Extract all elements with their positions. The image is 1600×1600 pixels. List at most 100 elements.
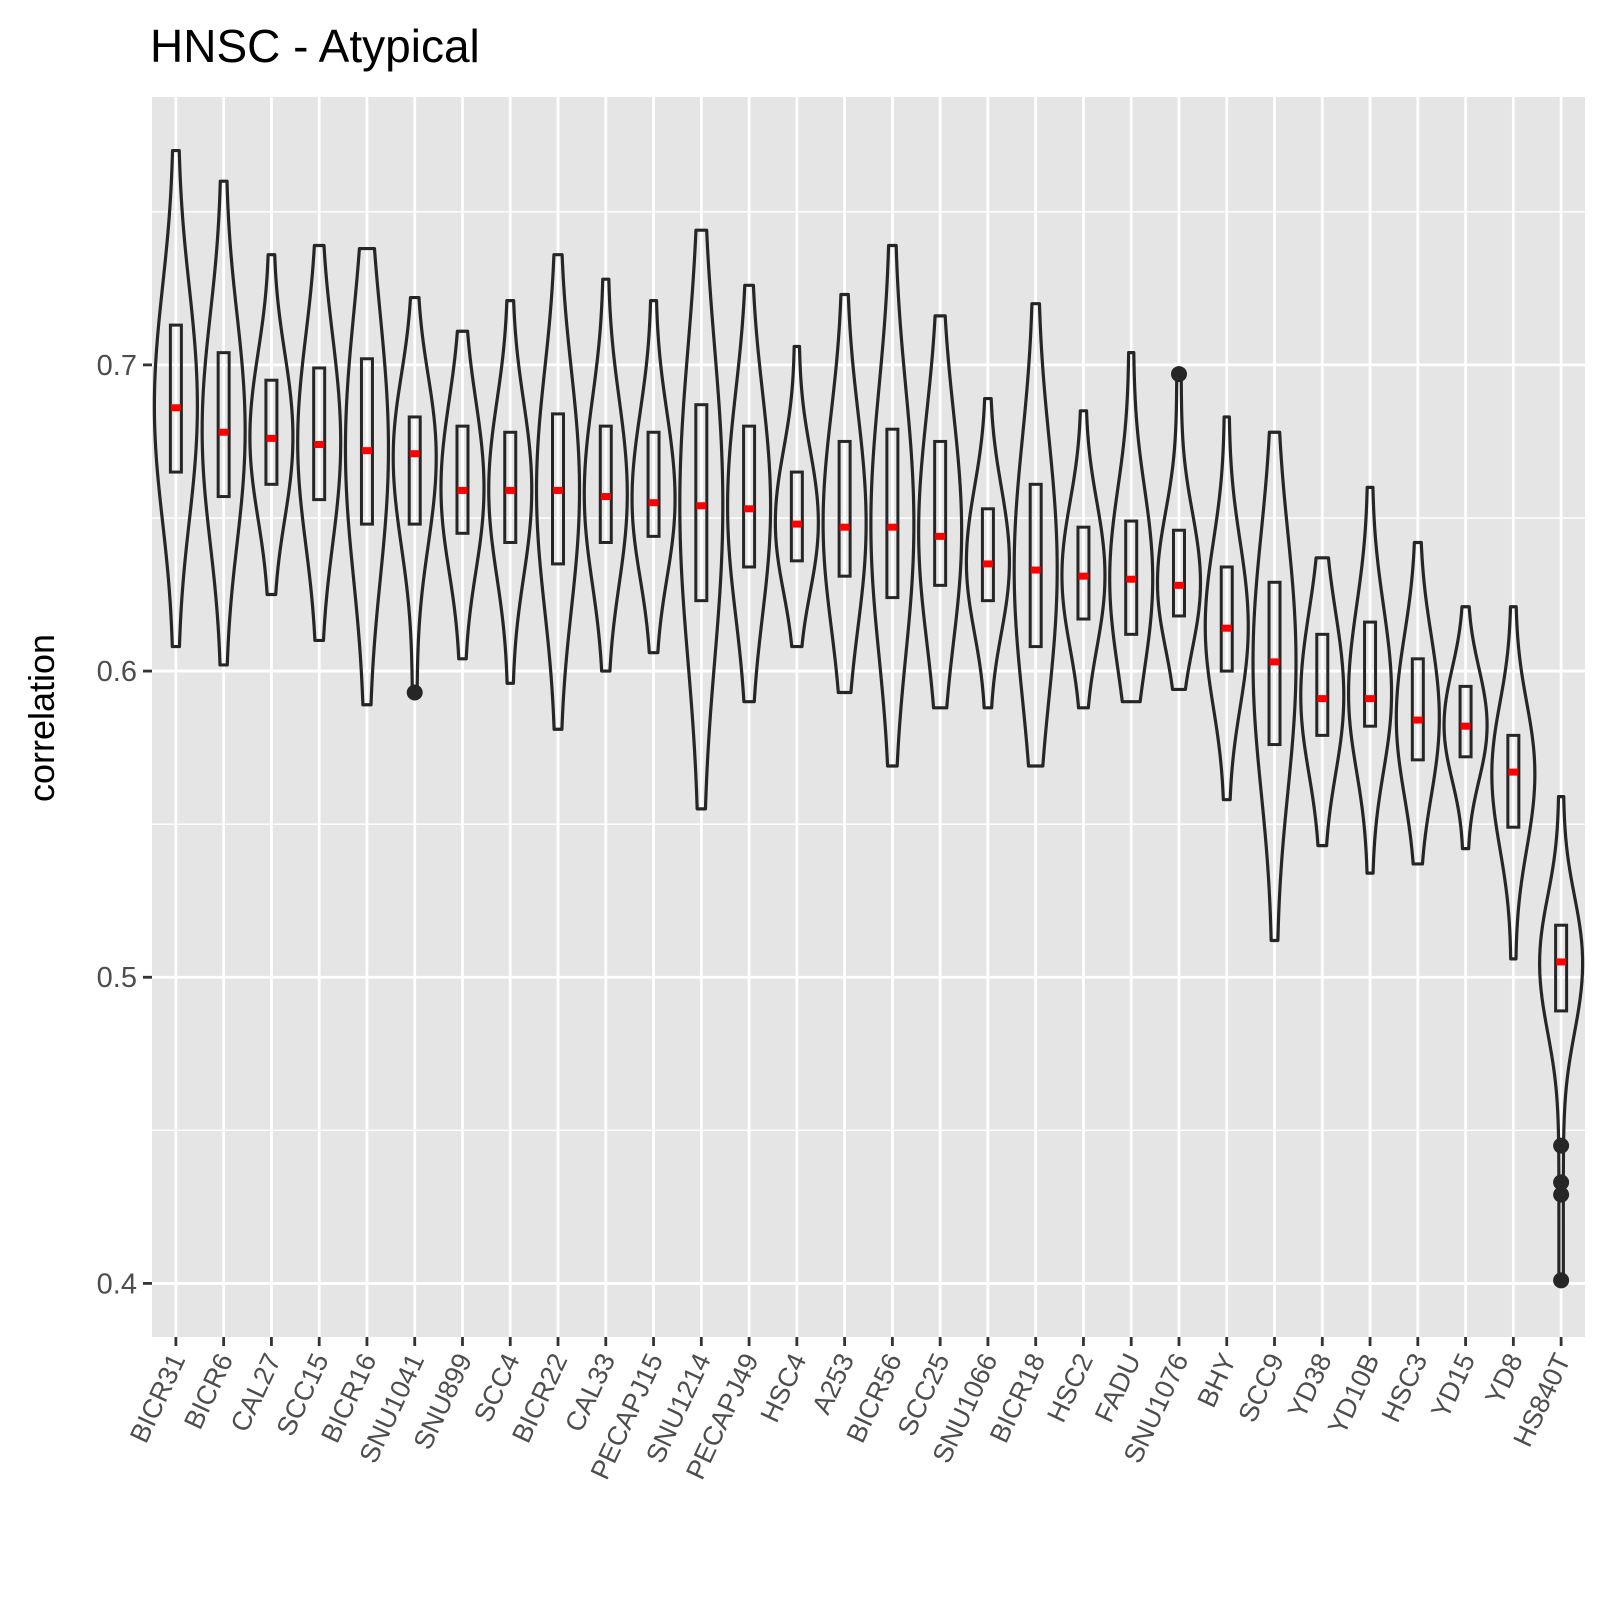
violin-BICR16 — [343, 246, 391, 707]
violin-A253 — [821, 292, 868, 695]
y-tick-label: 0.4 — [97, 1268, 137, 1300]
violin-SCC9 — [1251, 430, 1298, 943]
x-tick-label: YD15 — [1425, 1349, 1481, 1423]
median-marker — [170, 404, 181, 412]
iqr-box — [789, 470, 804, 563]
median-marker — [553, 486, 564, 494]
iqr-box — [1506, 733, 1521, 829]
iqr-box — [264, 378, 279, 486]
x-tick-label: HSC4 — [755, 1349, 813, 1427]
violin-YD38 — [1299, 556, 1346, 848]
iqr-box — [1458, 684, 1473, 759]
violin-outline — [200, 179, 247, 667]
iqr-box — [1219, 565, 1234, 673]
median-marker — [1508, 768, 1519, 776]
violin-outline — [391, 295, 438, 695]
violin-outline — [917, 314, 964, 710]
median-marker — [314, 441, 325, 449]
median-marker — [1460, 722, 1471, 730]
iqr-box — [1554, 923, 1569, 1013]
median-marker — [696, 502, 707, 510]
x-tick-label: HSC3 — [1376, 1349, 1434, 1427]
violin-YD15 — [1442, 605, 1489, 851]
y-tick-label: 0.5 — [97, 962, 137, 994]
violin-YD8 — [1490, 605, 1537, 961]
violin-outline — [152, 148, 199, 649]
violin-outline — [296, 243, 343, 643]
violin-outline — [1442, 605, 1489, 851]
x-axis: BICR31BICR6CAL27SCC15BICR16SNU1041SNU899… — [124, 1337, 1577, 1484]
violin-CAL27 — [248, 253, 295, 597]
iqr-box — [598, 424, 613, 544]
median-marker — [457, 486, 468, 494]
violin-YD10B — [1346, 485, 1394, 875]
violin-SCC15 — [296, 243, 343, 643]
x-tick-label: SCC9 — [1232, 1349, 1290, 1427]
median-marker — [1126, 575, 1137, 583]
iqr-box — [312, 366, 327, 502]
iqr-box — [1267, 580, 1282, 747]
median-marker — [839, 523, 850, 531]
median-marker — [744, 505, 755, 513]
iqr-box — [742, 424, 757, 569]
iqr-box — [837, 439, 852, 578]
violin-outline — [534, 253, 582, 731]
violin-outline — [821, 292, 868, 695]
violin-outline — [582, 277, 629, 673]
median-marker — [982, 560, 993, 568]
iqr-box — [216, 351, 231, 499]
violin-outline — [1394, 540, 1441, 866]
y-axis-label: correlation — [21, 634, 62, 802]
violin-outline — [630, 299, 677, 655]
violin-outline — [1299, 556, 1346, 848]
x-tick-label: BICR31 — [124, 1349, 191, 1447]
median-marker — [409, 450, 420, 458]
outlier-point — [406, 684, 423, 701]
violin-SNU1214 — [678, 228, 725, 811]
y-axis: 0.4 0.5 0.6 0.7 — [97, 350, 152, 1300]
iqr-box — [455, 424, 470, 535]
median-marker — [218, 428, 229, 436]
violin-outline — [1346, 485, 1394, 875]
median-marker — [505, 486, 516, 494]
outlier-point — [1553, 1186, 1570, 1203]
median-marker — [1173, 581, 1184, 589]
median-marker — [361, 447, 372, 455]
violin-outline — [343, 246, 391, 707]
violin-outline — [1490, 605, 1537, 961]
violin-SNU1076 — [1155, 366, 1203, 692]
violin-outline — [678, 228, 725, 811]
x-tick-label: YD8 — [1479, 1349, 1528, 1409]
violin-outline — [1012, 302, 1059, 768]
violin-BICR22 — [534, 253, 582, 731]
violin-outline — [725, 283, 773, 704]
violin-HSC3 — [1394, 540, 1441, 866]
iqr-box — [1363, 620, 1378, 728]
violin-BICR31 — [152, 148, 199, 649]
violin-BICR6 — [200, 179, 247, 667]
violin-outline — [773, 344, 820, 649]
iqr-box — [407, 415, 422, 526]
x-tick-label: BHY — [1192, 1349, 1243, 1412]
median-marker — [266, 434, 277, 442]
violin-HSC4 — [773, 344, 820, 649]
median-marker — [887, 523, 898, 531]
gridlines — [152, 97, 1585, 1337]
median-marker — [1030, 566, 1041, 574]
violin-outline — [1251, 430, 1298, 943]
iqr-box — [551, 412, 566, 566]
iqr-box — [503, 430, 518, 544]
y-tick-label: 0.6 — [97, 656, 137, 688]
median-marker — [1365, 695, 1376, 703]
iqr-box — [1076, 525, 1091, 621]
iqr-box — [1124, 519, 1139, 636]
violin-outline — [964, 396, 1012, 710]
violin-outline — [1108, 351, 1155, 704]
violin-outline — [248, 253, 295, 597]
violin-HS840T — [1538, 795, 1585, 1289]
median-marker — [600, 493, 611, 501]
iqr-box — [885, 427, 900, 600]
outlier-point — [1553, 1174, 1570, 1191]
violin-outline — [1060, 409, 1107, 710]
